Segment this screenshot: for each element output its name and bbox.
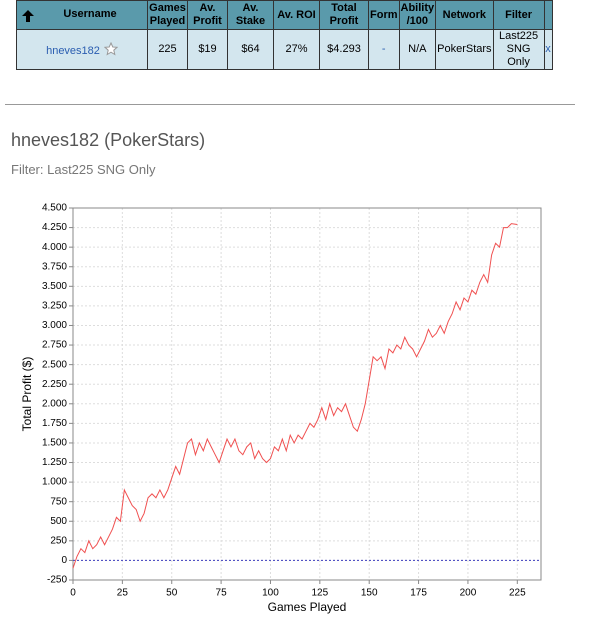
x-tick-label: 225 — [509, 588, 526, 599]
y-tick-label: 3.000 — [42, 320, 67, 331]
cell: x — [543, 29, 553, 70]
y-tick-label: 4.000 — [42, 242, 67, 253]
cell: 27% — [273, 29, 320, 70]
y-tick-label: 1.500 — [42, 438, 67, 449]
data-row: hneves182 225 $19 $64 27% $4.293 - N/A PokerStar… — [16, 29, 553, 70]
cell: Last225 SNG Only — [492, 29, 545, 70]
header-text: Games Played — [149, 2, 186, 27]
y-tick-label: 3.750 — [42, 261, 67, 272]
y-tick-label: 3.500 — [42, 281, 67, 292]
header-text: Username — [63, 8, 117, 20]
cell-text[interactable]: - — [381, 43, 386, 55]
header-text: Total Profit — [329, 2, 359, 27]
cell-text: 27% — [285, 43, 308, 55]
plot-area — [73, 208, 541, 580]
cell: $64 — [227, 29, 274, 70]
y-tick-label: 2.250 — [42, 379, 67, 390]
header-row: Username Games Played Av. Profit Av. Stake A… — [16, 0, 553, 30]
column-header[interactable]: Form — [368, 0, 400, 30]
column-header[interactable]: Games Played — [147, 0, 188, 30]
x-tick-label: 150 — [361, 588, 378, 599]
chart: -25002505007501.0001.2501.5001.7502.0002… — [20, 203, 542, 614]
header-text: Filter — [505, 8, 532, 21]
x-tick-label: 25 — [117, 588, 129, 599]
x-axis-label: Games Played — [268, 600, 347, 614]
divider — [5, 104, 575, 105]
y-tick-label: 0 — [61, 555, 67, 566]
column-header[interactable]: Av. Profit — [187, 0, 228, 30]
cell: $19 — [187, 29, 228, 70]
cell: 225 — [147, 29, 188, 70]
favorite-star[interactable] — [103, 41, 119, 56]
y-tick-label: 750 — [50, 496, 67, 507]
y-tick-label: 1.000 — [42, 477, 67, 488]
cell-text: $19 — [198, 43, 217, 55]
cell: hneves182 — [16, 29, 148, 70]
x-tick-label: 125 — [311, 588, 328, 599]
cell-text: $4.293 — [327, 43, 361, 55]
sort-arrow — [22, 10, 34, 22]
column-header[interactable]: Ability /100 — [398, 0, 437, 30]
y-tick-label: 4.500 — [42, 203, 67, 214]
x-tick-label: 0 — [70, 588, 76, 599]
cell-text: 225 — [158, 43, 177, 55]
y-tick-label: 2.500 — [42, 359, 67, 370]
x-tick-label: 200 — [460, 588, 477, 599]
y-tick-label: 1.250 — [42, 457, 67, 468]
column-header[interactable]: Username — [16, 0, 148, 30]
y-tick-label: -250 — [47, 575, 67, 586]
header-text: Ability /100 — [400, 2, 435, 27]
x-tick-label: 100 — [262, 588, 279, 599]
cell-text: $64 — [241, 43, 260, 55]
header-text: Network — [442, 8, 487, 21]
column-header[interactable]: Total Profit — [319, 0, 369, 30]
y-tick-label: 250 — [50, 535, 67, 546]
x-tick-label: 50 — [166, 588, 178, 599]
y-tick-label: 1.750 — [42, 418, 67, 429]
profit-line — [72, 223, 518, 569]
y-tick-label: 500 — [50, 516, 67, 527]
cell: PokerStars — [435, 29, 494, 70]
header-text: Av. ROI — [277, 8, 316, 21]
cell: - — [368, 29, 400, 70]
filter-text: Filter: Last225 SNG Only — [11, 162, 156, 177]
stats-table: Username Games Played Av. Profit Av. Stake A… — [16, 0, 553, 70]
header-text: Av. Profit — [193, 2, 222, 27]
y-tick-label: 2.750 — [42, 340, 67, 351]
column-header[interactable]: Filter — [492, 0, 545, 30]
remove-link[interactable]: x — [545, 43, 551, 55]
cell: $4.293 — [319, 29, 369, 70]
y-tick-label: 2.000 — [42, 398, 67, 409]
x-tick-label: 75 — [216, 588, 228, 599]
player-title: hneves182 (PokerStars) — [11, 130, 206, 150]
x-tick-label: 175 — [410, 588, 427, 599]
column-header[interactable]: Av. Stake — [227, 0, 274, 30]
cell-text: N/A — [408, 43, 427, 55]
y-tick-label: 4.250 — [42, 222, 67, 233]
header-text: Av. Stake — [235, 2, 266, 27]
cell-text: Last225 SNG Only — [498, 30, 539, 68]
username-link[interactable]: hneves182 — [46, 44, 100, 57]
cell: N/A — [398, 29, 437, 70]
header-text: Form — [370, 8, 398, 21]
column-header[interactable]: Network — [435, 0, 494, 30]
y-axis-label: Total Profit ($) — [20, 357, 34, 432]
plot-frame — [72, 207, 542, 581]
header-blank — [543, 0, 553, 30]
cell-text: PokerStars — [437, 43, 492, 55]
column-header[interactable]: Av. ROI — [273, 0, 320, 30]
y-tick-label: 3.250 — [42, 301, 67, 312]
